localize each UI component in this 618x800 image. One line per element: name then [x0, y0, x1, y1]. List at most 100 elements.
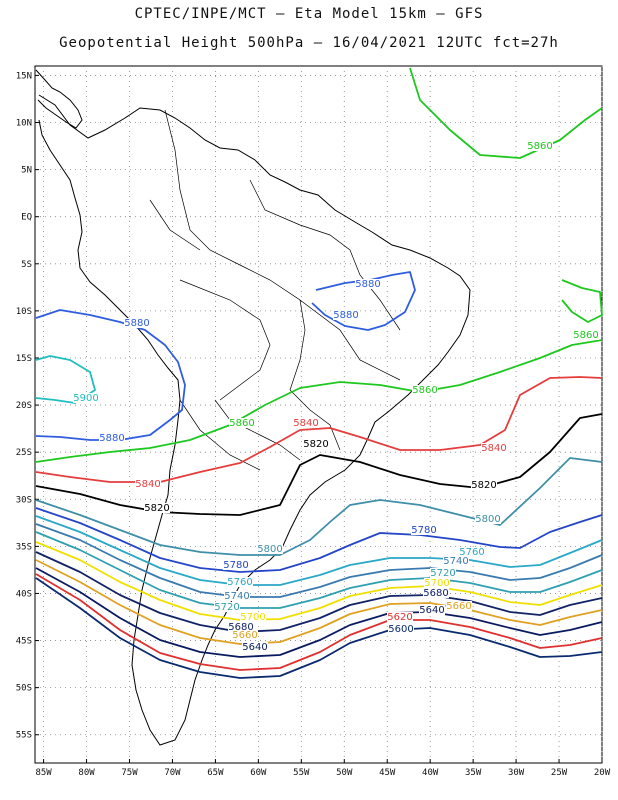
contour-5660: [35, 559, 603, 645]
contour-label-bg: [475, 514, 501, 524]
contour-label-bg: [333, 310, 359, 320]
lat-tick-label: 10S: [16, 307, 32, 317]
lon-tick-label: 45W: [379, 768, 396, 778]
contour-label-5840: 5840: [481, 443, 506, 454]
contour-label-bg: [257, 544, 283, 554]
lat-tick-label: 45S: [16, 637, 32, 647]
lon-tick-label: 85W: [35, 768, 52, 778]
contour-label-5640: 5640: [242, 642, 267, 653]
lon-tick-label: 70W: [164, 768, 181, 778]
contour-label-5860: 5860: [527, 141, 552, 152]
lon-tick-label: 55W: [293, 768, 310, 778]
lat-tick-label: 55S: [16, 731, 32, 741]
contour-5780: [35, 507, 603, 573]
lon-tick-label: 75W: [121, 768, 138, 778]
contour-label-bg: [423, 588, 449, 598]
south-america-outline: [38, 94, 471, 746]
contour-label-5600: 5600: [388, 624, 413, 635]
contour-label-5880: 5880: [333, 310, 358, 321]
contour-label-5660: 5660: [232, 630, 257, 641]
contour-label-5880: 5880: [124, 318, 149, 329]
contour-label-bg: [232, 630, 258, 640]
contour-label-bg: [527, 141, 553, 151]
contour-5900: [35, 355, 96, 404]
contour-label-bg: [459, 547, 485, 557]
contour-label-5860: 5860: [573, 330, 598, 341]
lat-tick-label: 15N: [16, 71, 32, 81]
contour-label-5860: 5860: [229, 418, 254, 429]
contour-label-bg: [303, 439, 329, 449]
contour-label-bg: [430, 568, 456, 578]
contour-label-5880: 5880: [99, 433, 124, 444]
contour-5680: [35, 551, 603, 633]
contour-label-5660: 5660: [446, 601, 471, 612]
contour-label-bg: [355, 279, 381, 289]
lon-tick-label: 20W: [594, 768, 611, 778]
contour-label-5760: 5760: [227, 577, 252, 588]
contour-label-bg: [214, 602, 240, 612]
contour-label-bg: [446, 601, 472, 611]
contour-label-bg: [412, 385, 438, 395]
contour-label-bg: [242, 642, 268, 652]
contour-label-bg: [223, 560, 249, 570]
contour-label-bg: [229, 418, 255, 428]
contour-label-bg: [228, 622, 254, 632]
central-america-outline: [35, 69, 83, 129]
lon-tick-label: 65W: [207, 768, 224, 778]
lon-tick-label: 35W: [465, 768, 482, 778]
lat-tick-label: 20S: [16, 401, 32, 411]
contour-label-5640: 5640: [419, 605, 444, 616]
contour-label-5900: 5900: [73, 393, 98, 404]
contour-label-bg: [293, 418, 319, 428]
map-frame: [34, 65, 603, 764]
contour-5760: [35, 515, 603, 586]
contour-label-bg: [224, 591, 250, 601]
contour-label-bg: [99, 433, 125, 443]
contour-label-5840: 5840: [293, 418, 318, 429]
contour-5860: [409, 67, 603, 159]
contour-label-bg: [471, 480, 497, 490]
contour-label-5860: 5860: [412, 385, 437, 396]
contour-label-5720: 5720: [214, 602, 239, 613]
contour-5620: [35, 573, 603, 671]
contour-label-bg: [424, 578, 450, 588]
contour-label-5800: 5800: [475, 514, 500, 525]
coastlines: [35, 69, 471, 746]
lat-tick-label: 35S: [16, 542, 32, 552]
contour-label-5740: 5740: [443, 556, 468, 567]
contour-label-5780: 5780: [411, 525, 436, 536]
lat-tick-label: 50S: [16, 684, 32, 694]
contour-label-5620: 5620: [387, 612, 412, 623]
lon-tick-label: 60W: [250, 768, 267, 778]
contour-label-5680: 5680: [228, 622, 253, 633]
contour-label-bg: [419, 605, 445, 615]
contour-lines: [35, 67, 603, 679]
lat-tick-label: 5N: [21, 166, 32, 176]
contour-5600: [35, 577, 603, 679]
contour-label-5800: 5800: [257, 544, 282, 555]
contour-label-bg: [411, 525, 437, 535]
contour-label-5840: 5840: [135, 479, 160, 490]
axis-ticks: 15N 10N 5N EQ 5S 10S 15S 20S 25S 30S 35S 40S 45S 50S 5…: [16, 71, 611, 778]
contour-label-5880: 5880: [355, 279, 380, 290]
contour-5700: [35, 541, 603, 621]
contour-label-5820: 5820: [303, 439, 328, 450]
contour-label-bg: [124, 318, 150, 328]
chart-title-line1: CPTEC/INPE/MCT – Eta Model 15km – GFS: [134, 6, 484, 22]
chart-title-line2: Geopotential Height 500hPa – 16/04/2021 …: [59, 35, 559, 51]
lon-tick-label: 50W: [336, 768, 353, 778]
contour-label-5820: 5820: [471, 480, 496, 491]
lat-tick-label: 25S: [16, 448, 32, 458]
contour-label-5700: 5700: [424, 578, 449, 589]
contour-label-bg: [388, 624, 414, 634]
contour-5860: [35, 339, 603, 463]
lon-tick-label: 80W: [78, 768, 95, 778]
contour-label-5820: 5820: [144, 503, 169, 514]
contour-label-5760: 5760: [459, 547, 484, 558]
contour-5800: [35, 457, 603, 556]
contour-label-5700: 5700: [240, 612, 265, 623]
lon-tick-label: 30W: [508, 768, 525, 778]
contour-5740: [35, 523, 603, 598]
contour-label-bg: [573, 330, 599, 340]
lat-tick-label: 5S: [21, 260, 32, 270]
